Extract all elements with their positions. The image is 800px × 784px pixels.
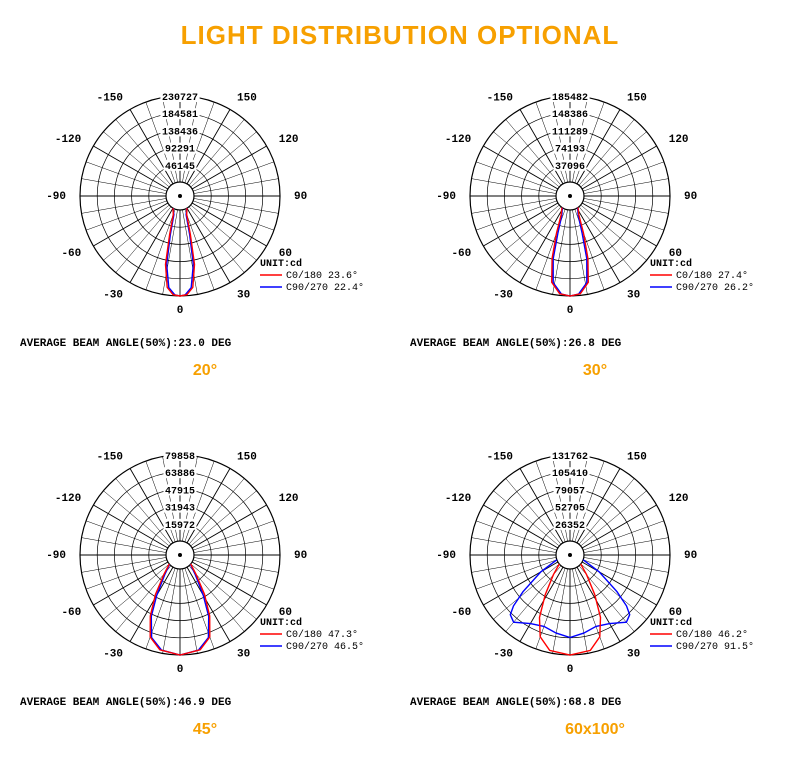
svg-text:-150: -150 <box>97 451 123 463</box>
svg-text:-30: -30 <box>493 290 513 302</box>
svg-text:148386: 148386 <box>552 110 588 121</box>
svg-text:90: 90 <box>684 191 697 203</box>
chart-cell-30: -150-120-90-60-3003060901201503709674193… <box>410 71 780 380</box>
svg-text:92291: 92291 <box>165 145 195 156</box>
chart-cell-45: -150-120-90-60-3003060901201501597231943… <box>20 430 390 739</box>
svg-text:-120: -120 <box>55 134 81 146</box>
svg-text:-150: -150 <box>487 451 513 463</box>
polar-chart: -150-120-90-60-3003060901201502635252705… <box>410 430 780 695</box>
svg-text:C0/180 23.6°: C0/180 23.6° <box>286 270 358 282</box>
svg-text:138436: 138436 <box>162 127 198 138</box>
svg-text:63886: 63886 <box>165 469 195 480</box>
beam-title: 60x100° <box>410 721 780 739</box>
svg-text:30: 30 <box>237 649 250 661</box>
svg-text:111289: 111289 <box>552 127 588 138</box>
svg-text:150: 150 <box>627 92 647 104</box>
svg-text:30: 30 <box>237 290 250 302</box>
svg-text:C0/180 27.4°: C0/180 27.4° <box>676 270 748 282</box>
chart-cell-20: -150-120-90-60-3003060901201504614592291… <box>20 71 390 380</box>
svg-text:-90: -90 <box>46 191 66 203</box>
svg-text:37096: 37096 <box>555 162 585 173</box>
beam-title: 30° <box>410 362 780 380</box>
svg-text:90: 90 <box>294 550 307 562</box>
svg-text:C0/180 46.2°: C0/180 46.2° <box>676 629 748 641</box>
avg-beam-label: AVERAGE BEAM ANGLE(50%):23.0 DEG <box>20 338 390 350</box>
svg-text:C90/270 91.5°: C90/270 91.5° <box>676 641 754 653</box>
svg-text:-60: -60 <box>61 248 81 260</box>
svg-text:105410: 105410 <box>552 469 588 480</box>
svg-text:C90/270 22.4°: C90/270 22.4° <box>286 282 364 294</box>
svg-text:-30: -30 <box>103 649 123 661</box>
beam-title: 20° <box>20 362 390 380</box>
svg-text:79057: 79057 <box>555 486 585 497</box>
chart-grid: -150-120-90-60-3003060901201504614592291… <box>10 71 790 739</box>
svg-text:150: 150 <box>237 451 257 463</box>
svg-text:120: 120 <box>279 493 299 505</box>
svg-text:UNIT:cd: UNIT:cd <box>650 617 692 629</box>
svg-text:-120: -120 <box>445 493 471 505</box>
svg-text:15972: 15972 <box>165 521 195 532</box>
svg-text:31943: 31943 <box>165 504 195 515</box>
svg-text:-120: -120 <box>445 134 471 146</box>
svg-text:184581: 184581 <box>162 110 198 121</box>
svg-text:UNIT:cd: UNIT:cd <box>260 617 302 629</box>
svg-text:-90: -90 <box>436 191 456 203</box>
svg-text:-60: -60 <box>451 248 471 260</box>
svg-text:0: 0 <box>177 664 184 676</box>
svg-text:0: 0 <box>567 664 574 676</box>
svg-text:-90: -90 <box>46 550 66 562</box>
svg-text:120: 120 <box>669 493 689 505</box>
svg-text:47915: 47915 <box>165 486 195 497</box>
svg-text:C0/180 47.3°: C0/180 47.3° <box>286 629 358 641</box>
polar-chart: -150-120-90-60-3003060901201501597231943… <box>20 430 390 695</box>
beam-title: 45° <box>20 721 390 739</box>
svg-text:-90: -90 <box>436 550 456 562</box>
svg-text:74193: 74193 <box>555 145 585 156</box>
svg-text:131762: 131762 <box>552 452 588 463</box>
svg-text:150: 150 <box>237 92 257 104</box>
svg-text:185482: 185482 <box>552 93 588 104</box>
avg-beam-label: AVERAGE BEAM ANGLE(50%):26.8 DEG <box>410 338 780 350</box>
svg-text:46145: 46145 <box>165 162 195 173</box>
svg-text:UNIT:cd: UNIT:cd <box>260 258 302 270</box>
svg-text:230727: 230727 <box>162 93 198 104</box>
svg-text:-150: -150 <box>487 92 513 104</box>
svg-text:79858: 79858 <box>165 452 195 463</box>
svg-text:90: 90 <box>684 550 697 562</box>
svg-text:30: 30 <box>627 290 640 302</box>
svg-text:-120: -120 <box>55 493 81 505</box>
polar-chart: -150-120-90-60-3003060901201503709674193… <box>410 71 780 336</box>
svg-text:UNIT:cd: UNIT:cd <box>650 258 692 270</box>
svg-text:0: 0 <box>177 305 184 317</box>
svg-text:-30: -30 <box>493 649 513 661</box>
svg-text:-60: -60 <box>61 607 81 619</box>
svg-text:C90/270 46.5°: C90/270 46.5° <box>286 641 364 653</box>
svg-text:26352: 26352 <box>555 521 585 532</box>
svg-text:150: 150 <box>627 451 647 463</box>
svg-text:30: 30 <box>627 649 640 661</box>
svg-text:C90/270 26.2°: C90/270 26.2° <box>676 282 754 294</box>
main-title: LIGHT DISTRIBUTION OPTIONAL <box>10 20 790 51</box>
svg-text:-150: -150 <box>97 92 123 104</box>
avg-beam-label: AVERAGE BEAM ANGLE(50%):68.8 DEG <box>410 697 780 709</box>
svg-text:-30: -30 <box>103 290 123 302</box>
polar-chart: -150-120-90-60-3003060901201504614592291… <box>20 71 390 336</box>
chart-cell-60x100: -150-120-90-60-3003060901201502635252705… <box>410 430 780 739</box>
svg-text:52705: 52705 <box>555 504 585 515</box>
svg-text:120: 120 <box>669 134 689 146</box>
svg-text:0: 0 <box>567 305 574 317</box>
svg-text:120: 120 <box>279 134 299 146</box>
svg-text:90: 90 <box>294 191 307 203</box>
svg-text:-60: -60 <box>451 607 471 619</box>
avg-beam-label: AVERAGE BEAM ANGLE(50%):46.9 DEG <box>20 697 390 709</box>
